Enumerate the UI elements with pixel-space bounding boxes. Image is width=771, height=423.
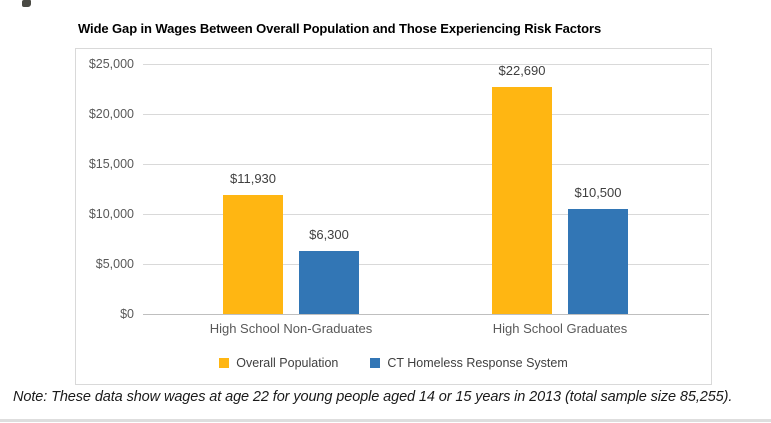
legend: Overall Population CT Homeless Response S…: [76, 354, 711, 372]
y-tick-label: $20,000: [88, 107, 134, 121]
legend-swatch-icon: [219, 358, 230, 368]
bottom-divider: [0, 419, 771, 422]
legend-swatch-icon: [370, 358, 381, 368]
bar-value-label: $10,500: [574, 185, 622, 200]
y-tick-label: $15,000: [88, 157, 134, 171]
legend-item: Overall Population: [219, 356, 338, 370]
bar-homeless-cat0: [299, 251, 359, 314]
legend-item: CT Homeless Response System: [370, 356, 568, 370]
legend-label: CT Homeless Response System: [387, 356, 568, 370]
gridline: [143, 164, 709, 165]
bar-overall-cat1: [492, 87, 552, 314]
plot-container: $25,000 $20,000 $15,000 $10,000 $5,000 $0 $11…: [75, 48, 712, 385]
gridline: [143, 64, 709, 65]
chart-title: Wide Gap in Wages Between Overall Popula…: [78, 21, 602, 36]
y-tick-label: $25,000: [88, 57, 134, 71]
y-tick-label: $5,000: [95, 257, 134, 271]
bar-overall-cat0: [223, 195, 283, 314]
bar-value-label: $6,300: [309, 227, 349, 242]
gridline: [143, 264, 709, 265]
bar-value-label: $22,690: [498, 63, 546, 78]
bar-value-label: $11,930: [229, 171, 277, 186]
gridline: [143, 114, 709, 115]
zero-axis-line: [143, 314, 709, 315]
gridline: [143, 214, 709, 215]
y-tick-label: $10,000: [88, 207, 134, 221]
category-label: High School Non-Graduates: [209, 321, 373, 336]
bar-homeless-cat1: [568, 209, 628, 314]
y-tick-label: $0: [120, 307, 134, 321]
footnote: Note: These data show wages at age 22 fo…: [13, 389, 733, 405]
category-label: High School Graduates: [492, 321, 628, 336]
legend-label: Overall Population: [236, 356, 339, 370]
corner-artifact: [22, 0, 31, 7]
